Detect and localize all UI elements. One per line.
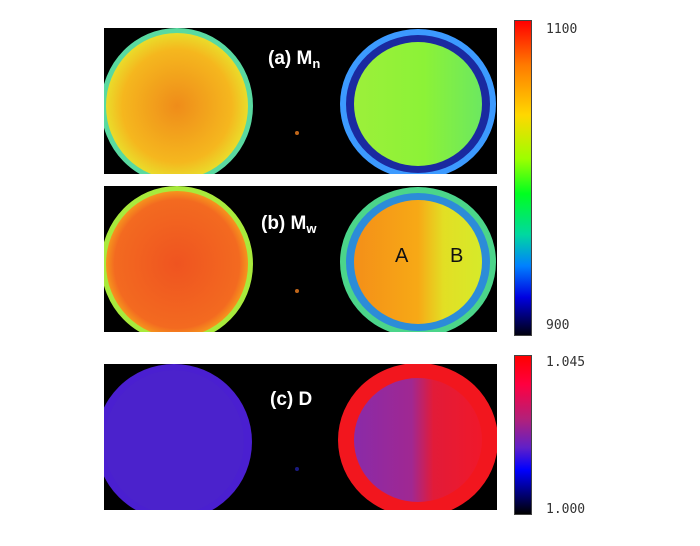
panel-b-label-text: (b) M [261,213,307,234]
dispersity-colorbar [514,355,532,515]
molecular-weight-colorbar-max: 1100 [546,22,578,37]
dispersity-colorbar-max: 1.045 [546,355,586,370]
panel-a-label: (a) Mn [268,48,320,71]
molecular-weight-colorbar [514,20,532,336]
panel-b-label: (b) Mw [261,213,317,236]
region-a-label: A [395,245,409,267]
region-b-label: B [450,245,464,267]
mn-map-image [104,28,496,174]
panel-mw-map: (b) Mw A B [104,186,497,332]
molecular-weight-colorbar-min: 900 [546,318,570,333]
panel-c-label: (c) D [270,389,313,410]
panel-mn-map: (a) Mn [104,28,497,174]
dispersity-map-image [104,364,497,510]
panel-a-label-subscript: n [312,56,321,71]
panel-b-label-subscript: w [306,221,317,236]
mw-map-image [104,186,496,332]
panel-a-label-text: (a) M [268,48,313,69]
dispersity-colorbar-min: 1.000 [546,502,586,517]
panel-dispersity-map: (c) D [104,364,497,510]
